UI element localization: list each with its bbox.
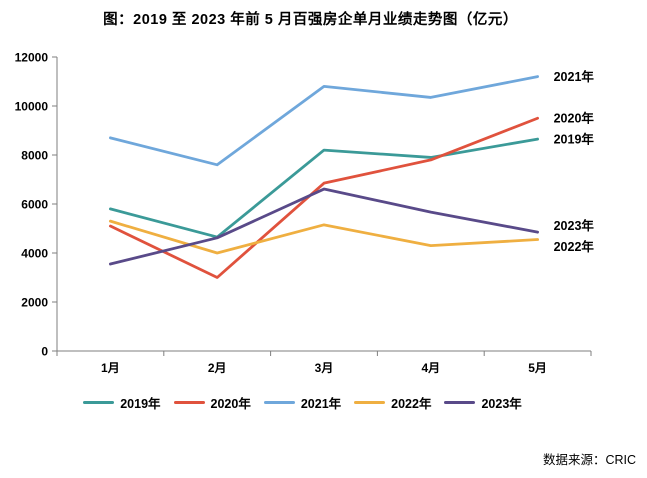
legend-item-2021: 2021年 [263, 393, 342, 412]
series-line-2020 [109, 116, 539, 279]
legend-line-swatch [354, 401, 386, 404]
legend-item-2023: 2023年 [444, 393, 522, 412]
x-tick-label: 4月 [421, 361, 440, 375]
legend-label: 2021年 [300, 397, 342, 411]
legend-line-swatch [83, 401, 115, 404]
series-line-2023 [109, 187, 539, 266]
legend-line-swatch [444, 401, 476, 404]
chart-legend: 2019年 2020年 2021年 2022年 2023年 [0, 393, 605, 412]
y-tick-label: 10000 [15, 100, 49, 114]
y-tick-label: 0 [41, 345, 48, 359]
x-tick-label: 2月 [208, 361, 227, 375]
y-tick-label: 6000 [21, 198, 48, 212]
legend-item-2019: 2019年 [83, 393, 161, 412]
legend-label: 2019年 [120, 397, 161, 411]
y-tick-label: 12000 [15, 51, 49, 65]
end-label-2023: 2023年 [554, 218, 595, 233]
legend-item-2022: 2022年 [354, 393, 431, 412]
x-tick-label: 5月 [528, 361, 547, 375]
end-label-2020: 2020年 [554, 111, 595, 126]
x-tick-label: 1月 [101, 361, 120, 375]
y-tick-label: 2000 [21, 296, 48, 310]
legend-line-swatch [173, 401, 205, 404]
series-line-2019 [109, 137, 539, 239]
y-tick-label: 8000 [21, 149, 48, 163]
legend-item-2020: 2020年 [173, 393, 251, 412]
series-line-2021 [109, 75, 539, 167]
legend-label: 2023年 [481, 397, 522, 411]
data-source-caption: 数据来源：CRIC [542, 453, 636, 467]
end-label-2022: 2022年 [554, 239, 595, 254]
legend-label: 2022年 [391, 397, 432, 411]
legend-label: 2020年 [210, 397, 251, 411]
series-line-2022 [109, 219, 539, 255]
y-tick-label: 4000 [21, 247, 48, 261]
page-title: 图：2019 至 2023 年前 5 月百强房企单月业绩走势图（亿元） [103, 12, 518, 28]
legend-line-swatch [263, 401, 295, 404]
x-tick-label: 3月 [315, 361, 334, 375]
end-label-2019: 2019年 [554, 132, 595, 147]
end-label-2021: 2021年 [554, 69, 595, 84]
